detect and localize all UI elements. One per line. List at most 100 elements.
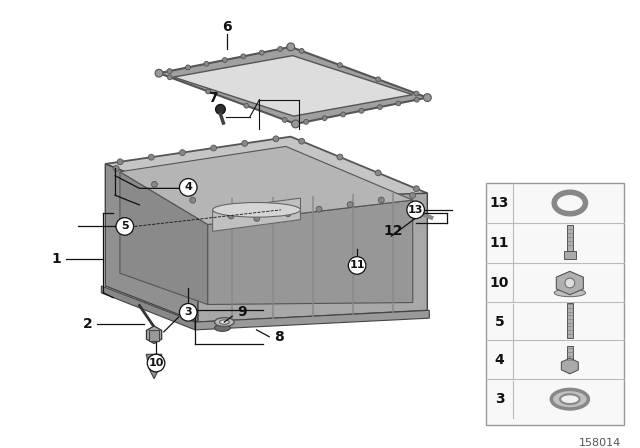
Text: 4: 4: [184, 182, 192, 192]
Circle shape: [204, 61, 209, 66]
Text: 11: 11: [490, 236, 509, 250]
Circle shape: [300, 48, 304, 53]
Polygon shape: [106, 164, 198, 322]
Polygon shape: [101, 286, 195, 330]
Text: 8: 8: [274, 330, 284, 344]
Circle shape: [211, 145, 216, 151]
Text: 11: 11: [349, 260, 365, 271]
Text: 5: 5: [121, 221, 129, 232]
Polygon shape: [120, 172, 208, 305]
Polygon shape: [147, 326, 162, 344]
Circle shape: [348, 257, 366, 274]
Circle shape: [179, 150, 186, 155]
Circle shape: [337, 63, 342, 68]
Circle shape: [117, 159, 123, 165]
Ellipse shape: [220, 320, 229, 324]
Circle shape: [322, 116, 327, 121]
Circle shape: [375, 170, 381, 176]
Circle shape: [147, 354, 165, 372]
Text: 2: 2: [83, 317, 93, 331]
Circle shape: [259, 50, 264, 55]
Text: 6: 6: [223, 20, 232, 34]
Circle shape: [254, 215, 260, 221]
Circle shape: [304, 120, 308, 124]
Text: 3: 3: [495, 392, 504, 406]
Bar: [567, 225, 573, 251]
Polygon shape: [195, 310, 429, 330]
Text: 9: 9: [237, 305, 247, 319]
Circle shape: [414, 97, 419, 102]
Circle shape: [340, 112, 346, 117]
Circle shape: [167, 69, 172, 73]
Circle shape: [359, 108, 364, 113]
Circle shape: [414, 91, 419, 96]
Text: 4: 4: [495, 353, 504, 367]
Polygon shape: [410, 209, 420, 217]
Circle shape: [228, 213, 234, 219]
Polygon shape: [147, 354, 162, 379]
Circle shape: [348, 202, 353, 207]
Polygon shape: [486, 182, 625, 425]
Polygon shape: [149, 330, 159, 340]
Circle shape: [282, 117, 287, 122]
Circle shape: [376, 77, 381, 82]
Text: 3: 3: [184, 307, 192, 317]
Circle shape: [244, 103, 249, 108]
Text: 10: 10: [148, 358, 164, 368]
Circle shape: [292, 120, 300, 128]
Circle shape: [223, 58, 227, 62]
Circle shape: [116, 218, 134, 235]
Text: 13: 13: [408, 205, 423, 215]
Circle shape: [168, 75, 172, 80]
Ellipse shape: [214, 318, 234, 327]
Circle shape: [278, 47, 283, 52]
Circle shape: [337, 154, 343, 160]
Circle shape: [242, 141, 248, 146]
Text: 5: 5: [495, 315, 504, 329]
Circle shape: [299, 138, 305, 144]
Ellipse shape: [560, 394, 580, 404]
Text: 158014: 158014: [579, 438, 621, 448]
Circle shape: [565, 278, 575, 288]
Circle shape: [378, 197, 384, 203]
Text: 12: 12: [383, 224, 403, 238]
Polygon shape: [556, 271, 584, 295]
Circle shape: [407, 201, 424, 219]
Circle shape: [410, 193, 415, 198]
Text: 7: 7: [208, 90, 218, 104]
Polygon shape: [106, 137, 428, 220]
Ellipse shape: [551, 389, 588, 409]
Bar: [567, 346, 573, 364]
Circle shape: [396, 101, 401, 106]
Circle shape: [186, 65, 190, 70]
Circle shape: [285, 211, 291, 217]
Circle shape: [205, 89, 211, 94]
Polygon shape: [198, 193, 428, 322]
Circle shape: [241, 54, 246, 59]
Bar: [567, 302, 573, 338]
Circle shape: [113, 166, 119, 172]
Circle shape: [424, 94, 431, 102]
Circle shape: [179, 179, 197, 196]
Polygon shape: [159, 47, 428, 124]
Circle shape: [316, 206, 322, 212]
Circle shape: [148, 154, 154, 160]
Circle shape: [155, 69, 163, 77]
Ellipse shape: [214, 324, 230, 332]
Circle shape: [413, 186, 419, 192]
Polygon shape: [173, 56, 413, 116]
Circle shape: [179, 304, 197, 321]
Bar: [564, 251, 576, 258]
Circle shape: [287, 43, 294, 51]
Text: 13: 13: [490, 196, 509, 210]
Text: 1: 1: [52, 252, 61, 266]
Polygon shape: [561, 358, 579, 374]
Ellipse shape: [212, 202, 301, 217]
Ellipse shape: [554, 289, 586, 297]
Polygon shape: [212, 198, 301, 231]
Text: 10: 10: [490, 276, 509, 290]
Polygon shape: [120, 146, 413, 224]
Polygon shape: [208, 200, 413, 305]
Circle shape: [152, 181, 157, 187]
Circle shape: [216, 104, 225, 114]
